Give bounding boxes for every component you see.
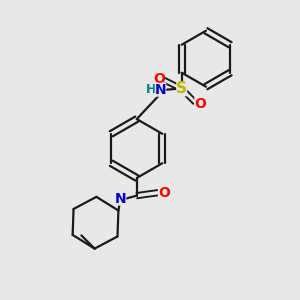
Text: O: O: [194, 97, 206, 111]
Text: N: N: [155, 83, 166, 97]
Text: O: O: [153, 72, 165, 86]
Text: H: H: [146, 83, 157, 96]
Text: S: S: [176, 81, 187, 96]
Text: O: O: [158, 186, 170, 200]
Text: N: N: [115, 192, 126, 206]
